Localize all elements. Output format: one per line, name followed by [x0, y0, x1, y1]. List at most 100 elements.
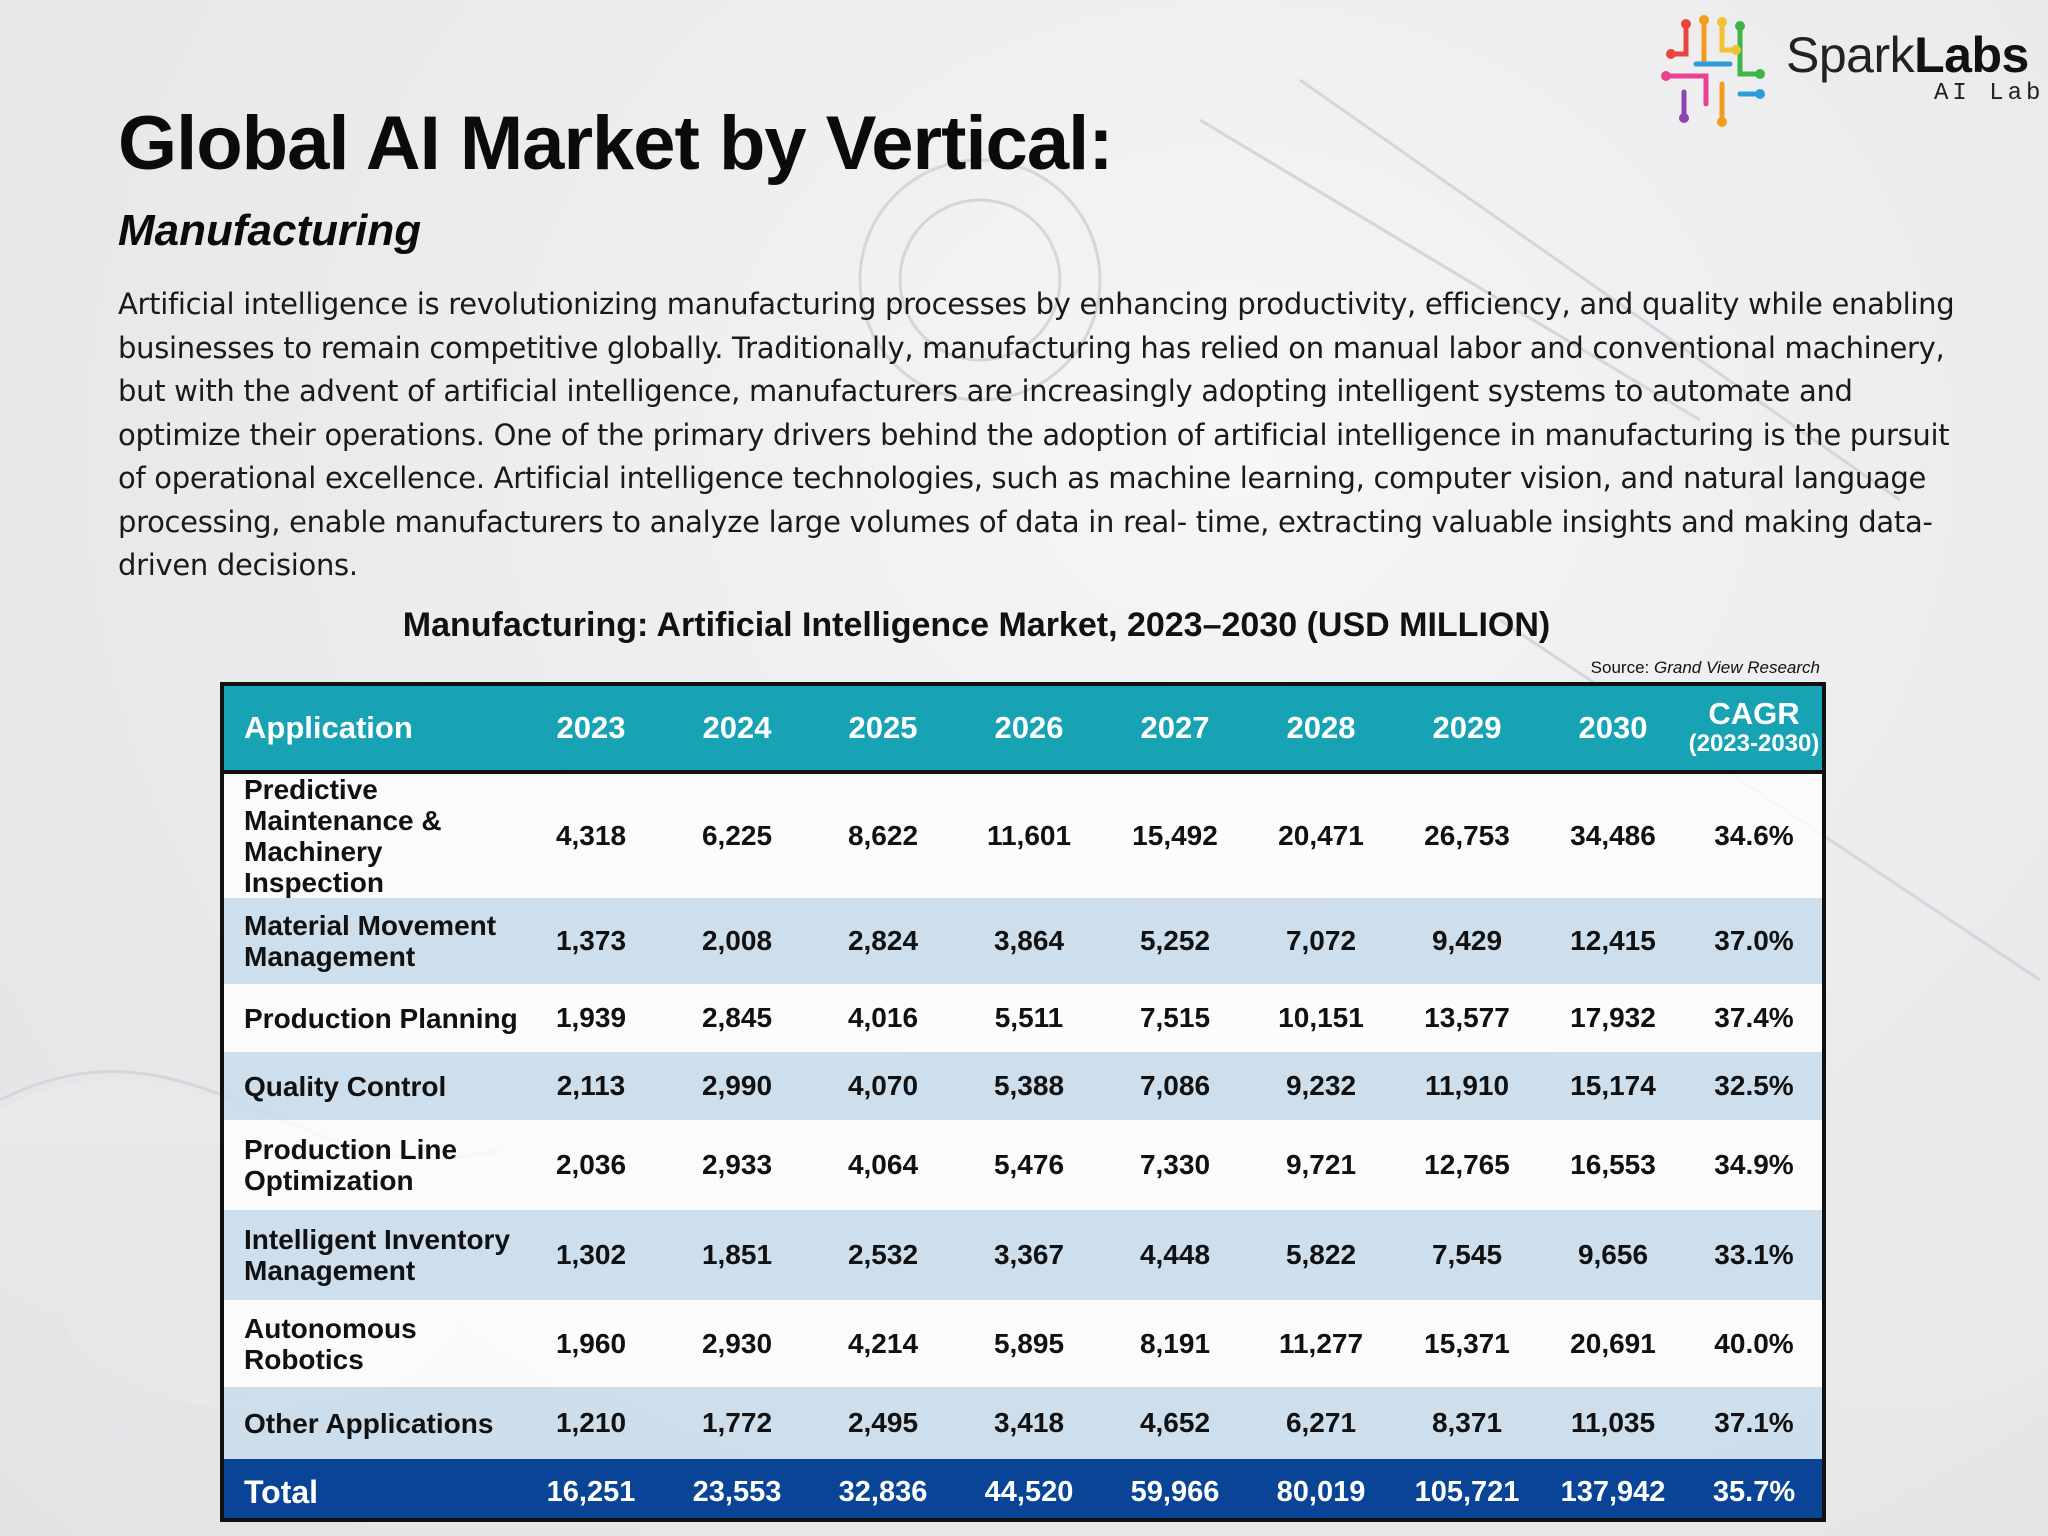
table-row: Material Movement Management 1,373 2,008… [224, 898, 1822, 984]
row-value: 26,753 [1424, 820, 1510, 851]
row-value: 2,495 [847, 1407, 919, 1438]
page-subtitle: Manufacturing [118, 206, 422, 255]
logo-word-spark: Spark [1786, 27, 1915, 83]
row-value: 4,064 [847, 1149, 919, 1180]
row-value: 4,070 [847, 1070, 919, 1101]
row-value: 4,652 [1139, 1407, 1211, 1438]
row-cagr: 37.1% [1714, 1407, 1794, 1438]
row-value: 12,765 [1424, 1149, 1510, 1180]
header-year: 2023 [556, 710, 626, 745]
header-year: 2024 [702, 710, 772, 745]
row-value: 10,151 [1278, 1002, 1364, 1033]
total-value: 80,019 [1276, 1475, 1366, 1508]
row-value: 8,371 [1431, 1407, 1503, 1438]
row-value: 9,429 [1431, 925, 1503, 956]
total-value: 32,836 [838, 1475, 928, 1508]
header-cagr-label: CAGR [1708, 696, 1800, 731]
header-year: 2028 [1286, 710, 1356, 745]
row-value: 20,691 [1570, 1327, 1656, 1359]
table-row: Quality Control 2,113 2,990 4,070 5,388 … [224, 1052, 1822, 1120]
table-row: Autonomous Robotics 1,960 2,930 4,214 5,… [224, 1300, 1822, 1387]
total-value: 105,721 [1414, 1475, 1520, 1508]
row-cagr: 33.1% [1714, 1239, 1794, 1270]
row-value: 11,910 [1424, 1070, 1510, 1101]
row-value: 2,990 [701, 1070, 773, 1101]
header-cagr: CAGR (2023-2030) [1686, 686, 1822, 772]
row-value: 4,448 [1139, 1239, 1211, 1270]
row-value: 8,191 [1139, 1327, 1211, 1359]
row-value: 11,035 [1570, 1407, 1656, 1438]
logo-word-labs: Labs [1914, 27, 2029, 83]
total-cagr: 35.7% [1712, 1475, 1796, 1508]
row-value: 9,721 [1285, 1149, 1357, 1180]
row-application: Intelligent Inventory Management [244, 1224, 511, 1286]
row-value: 2,845 [701, 1002, 773, 1033]
row-application: Autonomous Robotics [244, 1312, 417, 1375]
row-value: 34,486 [1570, 820, 1656, 851]
row-value: 4,214 [847, 1327, 919, 1359]
page-title: Global AI Market by Vertical: [118, 101, 1114, 186]
header-year: 2025 [848, 710, 918, 745]
header-year: 2026 [994, 710, 1064, 745]
market-table-container: Application 2023 2024 2025 2026 2027 202… [220, 682, 1826, 1522]
row-application: Other Applications [244, 1407, 494, 1439]
row-value: 4,016 [847, 1002, 919, 1033]
logo-tagline: AI Lab [1934, 80, 2045, 107]
table-row: Predictive Maintenance & Machinery Inspe… [224, 772, 1822, 898]
row-value: 7,072 [1285, 925, 1357, 956]
row-value: 9,232 [1285, 1070, 1357, 1101]
row-value: 15,174 [1570, 1070, 1656, 1101]
market-table: Application 2023 2024 2025 2026 2027 202… [224, 686, 1822, 1518]
row-value: 1,373 [555, 925, 627, 956]
row-application: Material Movement Management [244, 910, 497, 972]
table-total-row: Total 16,251 23,553 32,836 44,520 59,966… [224, 1459, 1822, 1518]
intro-paragraph: Artificial intelligence is revolutionizi… [118, 287, 1955, 582]
row-value: 2,113 [556, 1070, 626, 1101]
row-value: 1,210 [555, 1407, 627, 1438]
header-year: 2030 [1578, 710, 1648, 745]
total-value: 137,942 [1560, 1475, 1666, 1508]
logo-wordmark: SparkLabs [1786, 26, 2029, 84]
row-value: 13,577 [1424, 1002, 1510, 1033]
row-cagr: 37.0% [1714, 925, 1794, 956]
header-year: 2029 [1432, 710, 1502, 745]
row-value: 1,851 [701, 1239, 773, 1270]
row-cagr: 34.9% [1714, 1149, 1794, 1180]
row-value: 5,252 [1139, 925, 1211, 956]
source-label: Source: [1590, 658, 1650, 677]
row-application: Quality Control [244, 1070, 447, 1102]
row-value: 5,511 [994, 1002, 1064, 1033]
sparklabs-logo: SparkLabs AI Lab [1656, 14, 2048, 130]
row-value: 7,086 [1139, 1070, 1211, 1101]
row-value: 2,824 [847, 925, 919, 956]
table-header-row: Application 2023 2024 2025 2026 2027 202… [224, 686, 1822, 772]
row-cagr: 32.5% [1714, 1070, 1794, 1101]
row-value: 6,225 [701, 820, 773, 851]
row-value: 2,930 [701, 1327, 773, 1359]
source-name: Grand View Research [1654, 658, 1820, 677]
header-application: Application [244, 710, 413, 745]
circuit-brain-icon [1661, 15, 1765, 127]
row-value: 11,277 [1278, 1327, 1364, 1359]
row-value: 1,960 [555, 1327, 627, 1359]
row-application: Predictive Maintenance & Machinery Inspe… [244, 774, 442, 898]
row-value: 5,822 [1285, 1239, 1357, 1270]
row-value: 5,895 [993, 1327, 1065, 1359]
row-value: 20,471 [1278, 820, 1364, 851]
header-year: 2027 [1140, 710, 1210, 745]
row-cagr: 37.4% [1714, 1002, 1794, 1033]
row-application: Production Planning [244, 1002, 518, 1034]
row-value: 16,553 [1570, 1149, 1656, 1180]
source-note: Source: Grand View Research [1420, 658, 1820, 678]
table-title: Manufacturing: Artificial Intelligence M… [402, 606, 1551, 644]
table-row: Production Line Optimization 2,036 2,933… [224, 1120, 1822, 1210]
row-value: 7,545 [1431, 1239, 1503, 1270]
row-value: 8,622 [847, 820, 919, 851]
row-value: 5,388 [993, 1070, 1065, 1101]
row-value: 1,302 [555, 1239, 627, 1270]
total-value: 44,520 [984, 1475, 1074, 1508]
row-application: Production Line Optimization [244, 1134, 458, 1196]
row-value: 3,418 [993, 1407, 1065, 1438]
total-value: 59,966 [1130, 1475, 1220, 1508]
table-row: Production Planning 1,939 2,845 4,016 5,… [224, 984, 1822, 1052]
